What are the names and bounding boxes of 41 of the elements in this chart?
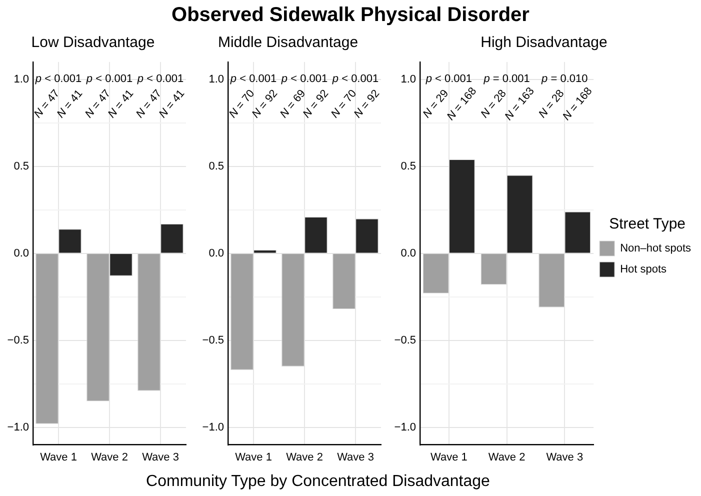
x-tick-label: Wave 3 (337, 451, 374, 464)
annotation: p < 0.001 (331, 73, 379, 86)
y-tick-label: 1.0 (208, 73, 224, 86)
x-tick-label: Wave 1 (40, 451, 77, 464)
y-tick-label: −1.0 (202, 421, 224, 434)
y-tick-label: 0.5 (400, 160, 416, 172)
y-tick-label: −1.0 (394, 421, 416, 434)
x-axis-title: Community Type by Concentrated Disadvantage (145, 473, 491, 491)
annotation: p < 0.001 (34, 73, 82, 86)
annotation: p < 0.001 (280, 73, 328, 86)
y-tick-label: 1.0 (400, 73, 416, 86)
y-tick-label: 1.0 (14, 73, 29, 86)
chart-title: Middle Disadvantage (218, 34, 358, 52)
annotation: p < 0.001 (424, 73, 472, 86)
x-tick-label: Wave 2 (91, 451, 128, 464)
chart-title: High Disadvantage (480, 34, 608, 52)
legend-title: Street Type (609, 216, 686, 233)
x-tick-label: Wave 2 (286, 451, 323, 464)
chart-title: Low Disadvantage (31, 34, 155, 52)
annotation: p < 0.001 (136, 73, 184, 86)
annotation: p = 0.010 (540, 73, 588, 86)
y-tick-label: −1.0 (7, 421, 29, 434)
x-tick-label: Wave 3 (546, 451, 584, 464)
y-tick-label: 0.0 (208, 247, 224, 260)
y-tick-label: 0.0 (14, 247, 29, 260)
x-tick-label: Wave 1 (235, 451, 272, 464)
chart-subtitle: Observed Sidewalk Physical Disorder (170, 4, 530, 27)
x-tick-label: Wave 3 (142, 451, 179, 464)
y-tick-label: −0.5 (394, 334, 416, 346)
legend-label: Non–hot spots (620, 242, 692, 255)
annotation: p < 0.001 (229, 73, 277, 86)
annotation: p = 0.001 (482, 73, 530, 86)
annotation: p < 0.001 (85, 73, 133, 86)
y-tick-label: −0.5 (7, 334, 29, 346)
x-tick-label: Wave 2 (488, 451, 526, 464)
x-tick-label: Wave 1 (430, 451, 468, 464)
legend-label: Hot spots (620, 264, 668, 276)
y-tick-label: 0.0 (400, 247, 416, 260)
y-tick-label: 0.5 (14, 160, 29, 172)
y-tick-label: 0.5 (208, 160, 224, 172)
y-tick-label: −0.5 (202, 334, 224, 346)
